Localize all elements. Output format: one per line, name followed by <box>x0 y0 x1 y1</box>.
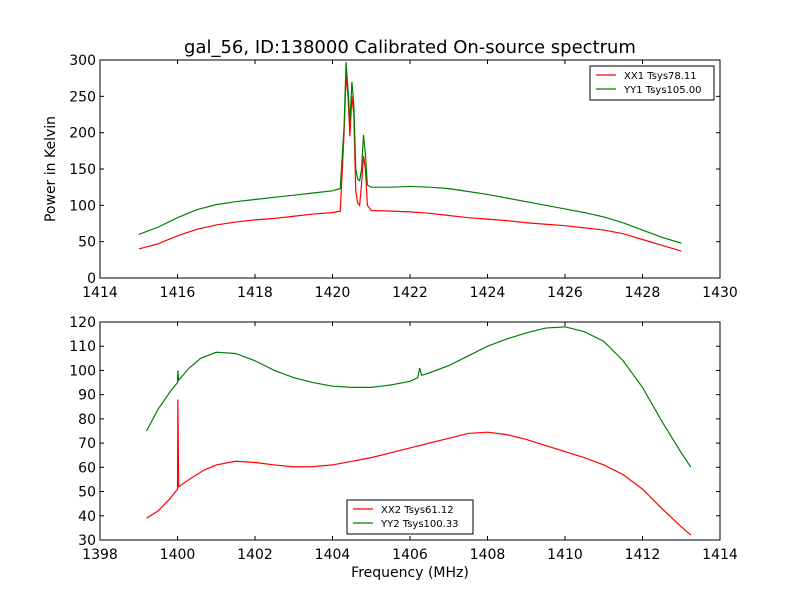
y-tick-label: 40 <box>78 509 96 525</box>
y-tick-label: 300 <box>69 53 96 69</box>
y-tick-label: 50 <box>78 485 96 501</box>
x-tick-label: 1420 <box>315 285 351 301</box>
y-tick-label: 120 <box>69 315 96 331</box>
y-tick-label: 200 <box>69 126 96 142</box>
x-tick-label: 1402 <box>237 547 273 563</box>
x-tick-label: 1412 <box>625 547 661 563</box>
legend: XX1 Tsys78.11 YY1 Tsys105.00 <box>589 65 715 101</box>
x-tick-label: 1426 <box>547 285 583 301</box>
y-tick-label: 100 <box>69 363 96 379</box>
y-tick-label: 0 <box>87 271 96 287</box>
legend-label: YY1 Tsys105.00 <box>623 85 702 96</box>
chart-panel-2: 1398 1400 1402 1404 1406 1408 1410 1412 1414 30 40… <box>69 315 738 581</box>
y-tick-label: 150 <box>69 162 96 178</box>
y-tick-label: 70 <box>78 436 96 452</box>
x-tick-label: 1414 <box>702 547 738 563</box>
x-tick-label: 1424 <box>470 285 506 301</box>
x-tick-label: 1406 <box>392 547 428 563</box>
y-tick-label: 100 <box>69 198 96 214</box>
x-tick-label: 1398 <box>82 547 118 563</box>
y-tick-label: 80 <box>78 412 96 428</box>
legend-label: XX1 Tsys78.11 <box>624 71 697 82</box>
x-tick-label: 1422 <box>392 285 428 301</box>
x-tick-label: 1416 <box>160 285 196 301</box>
y-axis-label: Power in Kelvin <box>43 116 59 222</box>
x-tick-label: 1404 <box>315 547 351 563</box>
series-line-1-1 <box>138 74 682 252</box>
x-tick-label: 1418 <box>237 285 273 301</box>
x-tick-label: 1428 <box>625 285 661 301</box>
y-tick-label: 50 <box>78 235 96 251</box>
legend-box <box>589 65 715 101</box>
legend-label: XX2 Tsys61.12 <box>381 505 454 516</box>
chart-panel-1: 1414 1416 1418 1420 1422 1424 1426 1428 1430 0 50 1… <box>43 53 738 301</box>
series-line-2-1 <box>146 399 692 536</box>
x-tick-label: 1400 <box>160 547 196 563</box>
x-tick-label: 1408 <box>470 547 506 563</box>
y-tick-label: 30 <box>78 533 96 549</box>
legend: XX2 Tsys61.12 YY2 Tsys100.33 <box>346 499 474 535</box>
legend-label: YY2 Tsys100.33 <box>380 519 459 530</box>
x-tick-label: 1410 <box>547 547 583 563</box>
x-tick-label: 1414 <box>82 285 118 301</box>
series-line-2-2 <box>145 326 692 468</box>
y-tick-label: 250 <box>69 89 96 105</box>
legend-box <box>346 499 474 535</box>
x-axis-label: Frequency (MHz) <box>351 565 469 581</box>
series-line-1-2 <box>138 62 682 244</box>
x-tick-label: 1430 <box>702 285 738 301</box>
figure-title: gal_56, ID:138000 Calibrated On-source s… <box>184 37 636 58</box>
y-tick-label: 60 <box>78 460 96 476</box>
y-tick-label: 90 <box>78 388 96 404</box>
y-tick-label: 110 <box>69 339 96 355</box>
